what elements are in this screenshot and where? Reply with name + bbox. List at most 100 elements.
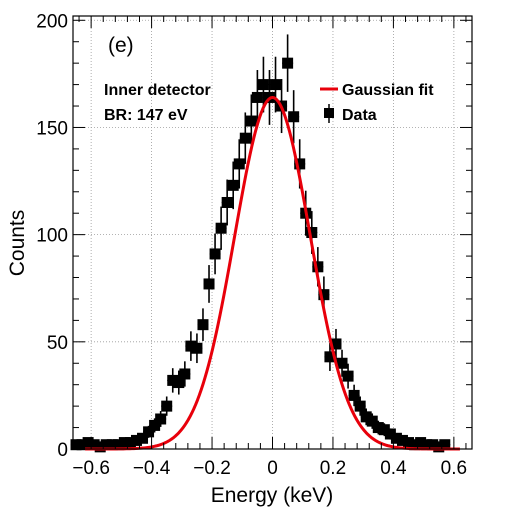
data-point — [251, 70, 263, 125]
data-marker — [251, 91, 263, 103]
data-marker — [179, 368, 191, 380]
data-marker — [76, 439, 88, 451]
data-point — [191, 333, 203, 364]
y-tick-label: 150 — [36, 118, 68, 139]
data-marker — [203, 278, 215, 290]
y-axis-label: Counts — [6, 210, 29, 277]
data-marker — [185, 340, 197, 352]
data-point — [342, 363, 354, 389]
legend-data-swatch — [324, 108, 334, 118]
data-marker — [209, 248, 221, 260]
data-marker — [215, 222, 227, 234]
data-marker — [282, 57, 294, 69]
annotation-resolution: BR: 147 eV — [104, 107, 188, 124]
gaussian-fit-line — [85, 95, 460, 451]
data-marker — [245, 115, 257, 127]
data-point — [270, 56, 282, 113]
data-marker — [221, 196, 233, 208]
data-marker — [191, 342, 203, 354]
data-marker — [88, 439, 100, 451]
data-marker — [161, 400, 173, 412]
y-tick-label: 100 — [36, 226, 68, 247]
data-marker — [378, 424, 390, 436]
y-tick-label: 50 — [47, 333, 68, 354]
annotation-detector: Inner detector — [104, 82, 211, 99]
legend: Gaussian fit Data — [320, 82, 434, 124]
data-point — [137, 432, 149, 444]
x-tick-label: 0.2 — [320, 458, 346, 479]
data-point — [209, 233, 221, 275]
data-marker — [390, 432, 402, 444]
data-marker — [396, 434, 408, 446]
data-point — [336, 349, 348, 377]
data-point — [155, 411, 167, 427]
data-marker — [312, 261, 324, 273]
data-marker — [330, 338, 342, 350]
legend-fit-label: Gaussian fit — [342, 82, 434, 99]
data-marker — [197, 319, 209, 331]
data-marker — [415, 437, 427, 449]
data-point — [143, 425, 155, 438]
y-tick-label: 0 — [57, 440, 68, 461]
axis-ticks: −0.6 −0.4 −0.2 0 0.2 0.4 0.6 0 50 100 150 200 — [36, 11, 472, 479]
data-marker — [149, 419, 161, 431]
data-marker — [288, 111, 300, 123]
y-tick-label: 200 — [36, 11, 68, 32]
data-marker — [82, 437, 94, 449]
data-marker — [106, 439, 118, 451]
data-point — [161, 396, 173, 416]
data-point — [439, 439, 451, 451]
data-marker — [137, 432, 149, 444]
data-point — [179, 361, 191, 387]
data-marker — [427, 439, 439, 451]
data-point — [215, 206, 227, 250]
x-tick-label: 0 — [267, 458, 278, 479]
data-marker — [384, 428, 396, 440]
data-marker — [130, 434, 142, 446]
fit-layer — [85, 95, 460, 451]
x-tick-label: −0.2 — [193, 458, 231, 479]
data-marker — [70, 439, 82, 451]
data-marker — [233, 158, 245, 170]
data-marker — [270, 79, 282, 91]
data-point — [173, 370, 185, 395]
data-point — [245, 94, 257, 148]
data-marker — [342, 370, 354, 382]
data-marker — [433, 441, 445, 453]
data-marker — [318, 289, 330, 301]
data-point — [354, 396, 366, 416]
data-marker — [124, 437, 136, 449]
data-marker — [167, 374, 179, 386]
data-layer — [70, 34, 451, 453]
data-point — [282, 34, 294, 92]
data-marker — [94, 441, 106, 453]
data-marker — [372, 422, 384, 434]
data-point — [233, 139, 245, 189]
data-marker — [155, 413, 167, 425]
x-axis-label: Energy (keV) — [211, 484, 334, 507]
data-marker — [360, 411, 372, 423]
data-marker — [336, 357, 348, 369]
data-point — [239, 112, 251, 164]
data-point — [149, 418, 161, 433]
data-marker — [294, 158, 306, 170]
data-point — [221, 179, 233, 226]
x-tick-label: 0.4 — [380, 458, 407, 479]
data-marker — [354, 400, 366, 412]
data-marker — [439, 439, 451, 451]
data-marker — [143, 426, 155, 438]
data-point — [227, 161, 239, 210]
panel-label: (e) — [108, 34, 134, 57]
x-tick-label: −0.4 — [133, 458, 171, 479]
x-tick-label: 0.6 — [441, 458, 467, 479]
data-marker — [306, 227, 318, 238]
data-marker — [257, 79, 269, 91]
data-marker — [421, 439, 433, 451]
data-marker — [227, 179, 239, 191]
data-point — [348, 384, 360, 407]
data-point — [288, 90, 300, 144]
data-marker — [239, 132, 251, 144]
